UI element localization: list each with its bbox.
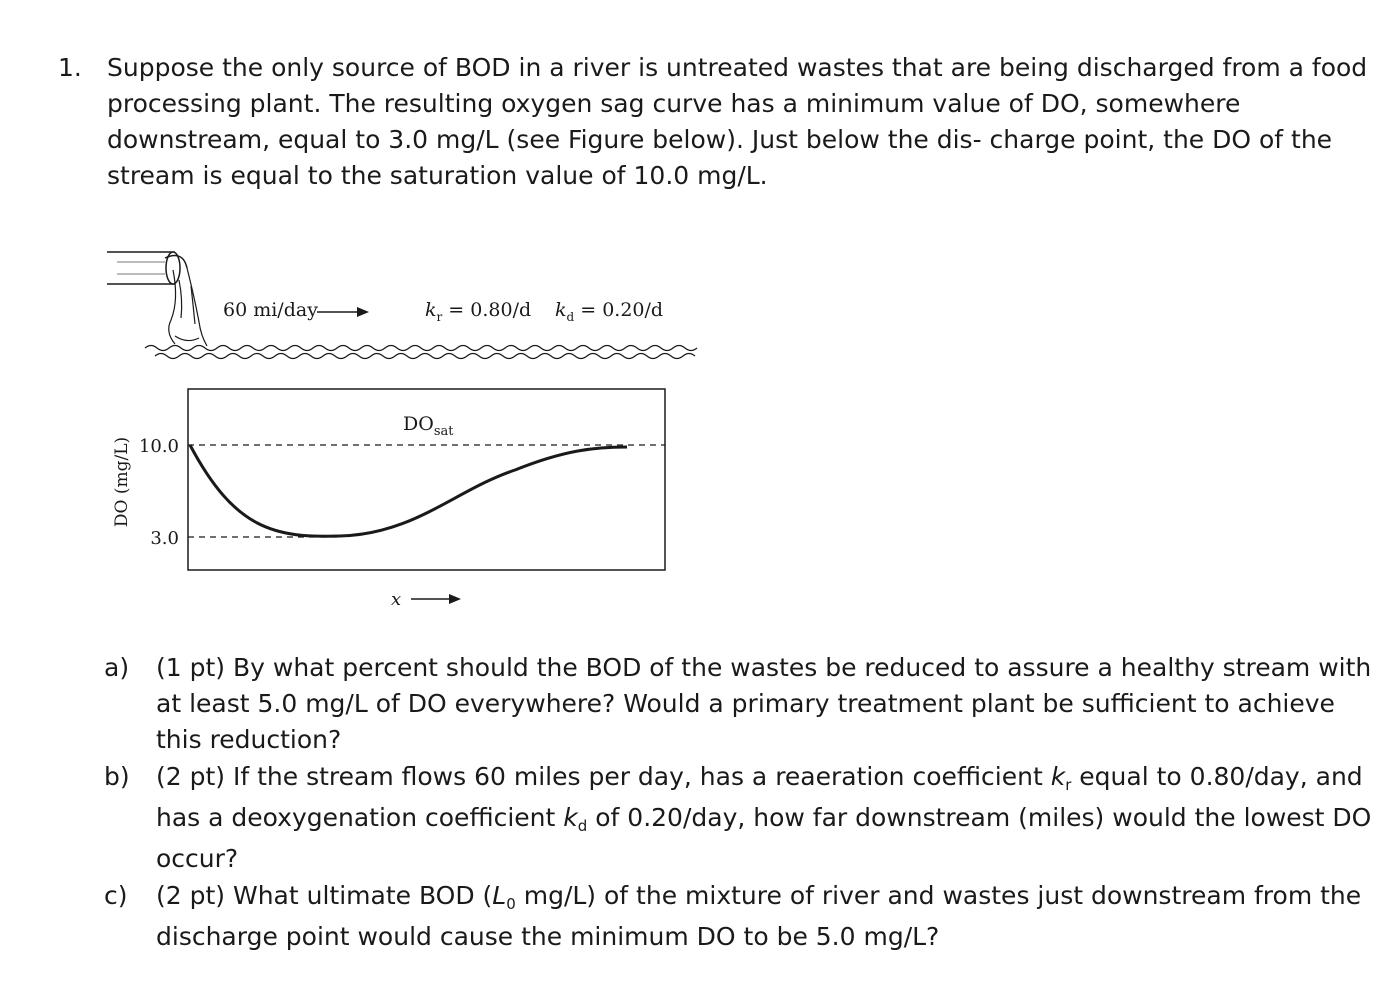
figure-canvas: 60 mi/day kr = 0.80/d kd = 0.20/d DOsat …	[107, 251, 698, 610]
x-axis-label: x	[391, 589, 401, 610]
flow-label: 60 mi/day	[223, 299, 318, 321]
part-c-text: mg/L) of the mixture of river and wastes…	[515, 881, 1362, 910]
question-line: Suppose the only source of BOD in a rive…	[107, 53, 1368, 82]
part-c-label: c)	[104, 881, 128, 910]
plot-frame	[187, 388, 666, 571]
x-arrowhead-icon	[449, 594, 461, 604]
kr-label: kr = 0.80/d	[425, 299, 531, 324]
part-b-label: b)	[104, 762, 130, 791]
part-c-line: (2 pt) What ultimate BOD (L0 mg/L) of th…	[156, 875, 1361, 916]
kd-label: kd = 0.20/d	[555, 299, 663, 324]
y-axis-label: DO (mg/L)	[112, 437, 132, 527]
river-surface-icon	[144, 344, 698, 360]
part-c-line: discharge point would cause the minimum …	[156, 922, 940, 951]
part-a-line: this reduction?	[156, 725, 342, 754]
dosat-subscript: sat	[434, 424, 454, 439]
part-a-label: a)	[104, 653, 130, 682]
part-c: c) (2 pt) What ultimate BOD (L0 mg/L) of…	[104, 875, 1361, 957]
part-b-line: occur?	[156, 844, 239, 873]
part-c-text: (2 pt) What ultimate BOD (	[156, 881, 493, 910]
part-b-text: (2 pt) If the stream flows 60 miles per …	[156, 762, 1051, 791]
y-tick-10: 10.0	[139, 436, 179, 457]
l0-symbol-text: L	[492, 881, 507, 910]
discharge-pipe-icon	[107, 251, 188, 285]
question-text: Suppose the only source of BOD in a rive…	[107, 50, 1368, 194]
y-tick-3: 3.0	[150, 528, 179, 549]
dosat-label: DOsat	[403, 413, 454, 439]
dosat-main: DO	[403, 413, 434, 435]
part-b-line: has a deoxygenation coefficient kd of 0.…	[156, 797, 1371, 838]
l0-subscript-text: 0	[506, 895, 516, 913]
flow-arrowhead-icon	[357, 307, 369, 317]
sub-questions: a) (1 pt) By what percent should the BOD…	[104, 650, 1372, 957]
oxygen-sag-figure: 60 mi/day kr = 0.80/d kd = 0.20/d DOsat …	[95, 240, 715, 620]
oxygen-sag-curve	[188, 444, 628, 538]
part-b: b) (2 pt) If the stream flows 60 miles p…	[104, 756, 1371, 879]
kr-subscript-text: r	[1065, 776, 1072, 794]
kr-symbol-text: k	[1050, 762, 1066, 791]
kd-subscript-text: d	[577, 817, 588, 835]
kd-value: = 0.20/d	[574, 299, 663, 321]
part-b-line: (2 pt) If the stream flows 60 miles per …	[156, 756, 1363, 797]
part-b-text: equal to 0.80/day, and	[1071, 762, 1363, 791]
kr-subscript: r	[437, 310, 443, 324]
kd-subscript: d	[567, 310, 575, 324]
kr-value: = 0.80/d	[442, 299, 531, 321]
question-number: 1.	[58, 53, 82, 82]
question-line: stream is equal to the saturation value …	[107, 161, 768, 190]
question-line: processing plant. The resulting oxygen s…	[107, 89, 1241, 118]
kd-symbol-text: k	[563, 803, 578, 832]
kr-symbol: k	[425, 299, 437, 321]
part-a: a) (1 pt) By what percent should the BOD…	[104, 650, 1372, 758]
waste-discharge-icon	[168, 267, 208, 347]
part-b-text: of 0.20/day, how far downstream (miles) …	[587, 803, 1372, 832]
question-line: downstream, equal to 3.0 mg/L (see Figur…	[107, 125, 1333, 154]
part-a-line: at least 5.0 mg/L of DO everywhere? Woul…	[156, 689, 1335, 718]
kd-symbol: k	[555, 299, 567, 321]
part-b-text: has a deoxygenation coefficient	[156, 803, 564, 832]
part-a-line: (1 pt) By what percent should the BOD of…	[156, 653, 1372, 682]
